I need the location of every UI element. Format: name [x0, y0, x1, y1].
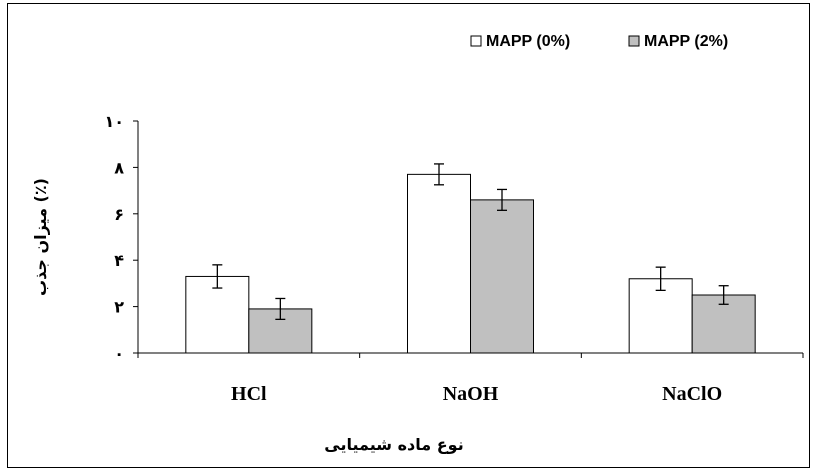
y-tick-label: ۲ — [114, 298, 124, 317]
legend-swatch — [470, 35, 482, 47]
bar-naoh-series-0 — [407, 173, 471, 354]
chart-area: MAPP (0%) MAPP (2%) ۰ ۲ ۴ ۶ ۸ ۱۰ HCl NaOH NaClO … — [7, 3, 810, 468]
x-tick-label: HCl — [231, 383, 267, 405]
legend: MAPP (0%) MAPP (2%) — [470, 33, 728, 50]
x-axis-label: نوع ماده شیمیایی — [324, 435, 463, 454]
legend-swatch — [628, 35, 640, 47]
bar-naoh-series-1 — [470, 199, 534, 354]
legend-label: MAPP (2%) — [644, 33, 728, 50]
x-tick-label: NaClO — [662, 383, 722, 405]
y-tick-label: ۴ — [114, 251, 124, 270]
x-axis: HCl NaOH NaClO — [137, 352, 804, 405]
legend-label: MAPP (0%) — [486, 33, 570, 50]
y-tick-label: ۰ — [114, 344, 124, 363]
bars — [185, 163, 756, 354]
y-tick-label: ۱۰ — [104, 112, 124, 131]
y-axis: ۰ ۲ ۴ ۶ ۸ ۱۰ — [104, 112, 139, 363]
x-tick-label: NaOH — [443, 383, 499, 405]
y-tick-label: ۶ — [114, 205, 124, 224]
y-axis-label: میزان جذب (٪) — [31, 178, 50, 296]
y-tick-label: ۸ — [114, 158, 124, 177]
bar-naclo-series-0 — [628, 278, 693, 354]
